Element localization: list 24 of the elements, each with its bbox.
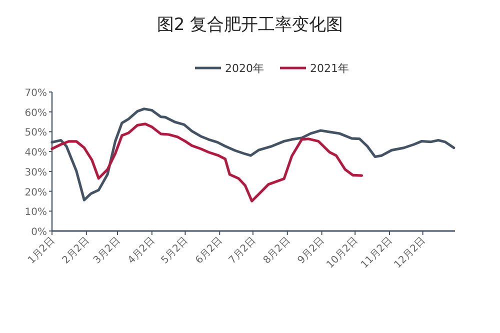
x-tick-label: 5月2日: [159, 235, 190, 266]
x-tick-label: 9月2日: [296, 235, 327, 266]
y-tick-label: 70%: [24, 88, 47, 99]
x-tick-label: 8月2日: [262, 235, 292, 266]
x-tick-label: 7月2日: [227, 235, 258, 266]
y-tick-label: 30%: [24, 167, 47, 178]
x-tick-label: 4月2日: [126, 235, 158, 266]
x-tick-label: 10月2日: [324, 235, 360, 271]
x-tick-label: 12月2日: [392, 235, 428, 271]
legend-label: 2021年: [310, 62, 349, 75]
x-tick-label: 1月2日: [26, 235, 58, 266]
y-tick-label: 50%: [24, 128, 47, 139]
legend-label: 2020年: [225, 62, 264, 75]
x-tick-label: 3月2日: [92, 235, 123, 266]
y-tick-label: 10%: [24, 207, 47, 218]
y-tick-label: 60%: [24, 108, 47, 119]
x-tick-label: 6月2日: [194, 235, 225, 266]
x-tick-label: 11月2日: [359, 235, 395, 271]
y-tick-label: 0%: [31, 227, 47, 238]
x-tick-label: 2月2日: [60, 235, 92, 266]
line-series: [50, 122, 364, 202]
y-tick-label: 40%: [24, 148, 47, 159]
y-tick-label: 20%: [24, 187, 47, 198]
chart-title: 图2 复合肥开工率变化图: [156, 15, 344, 35]
